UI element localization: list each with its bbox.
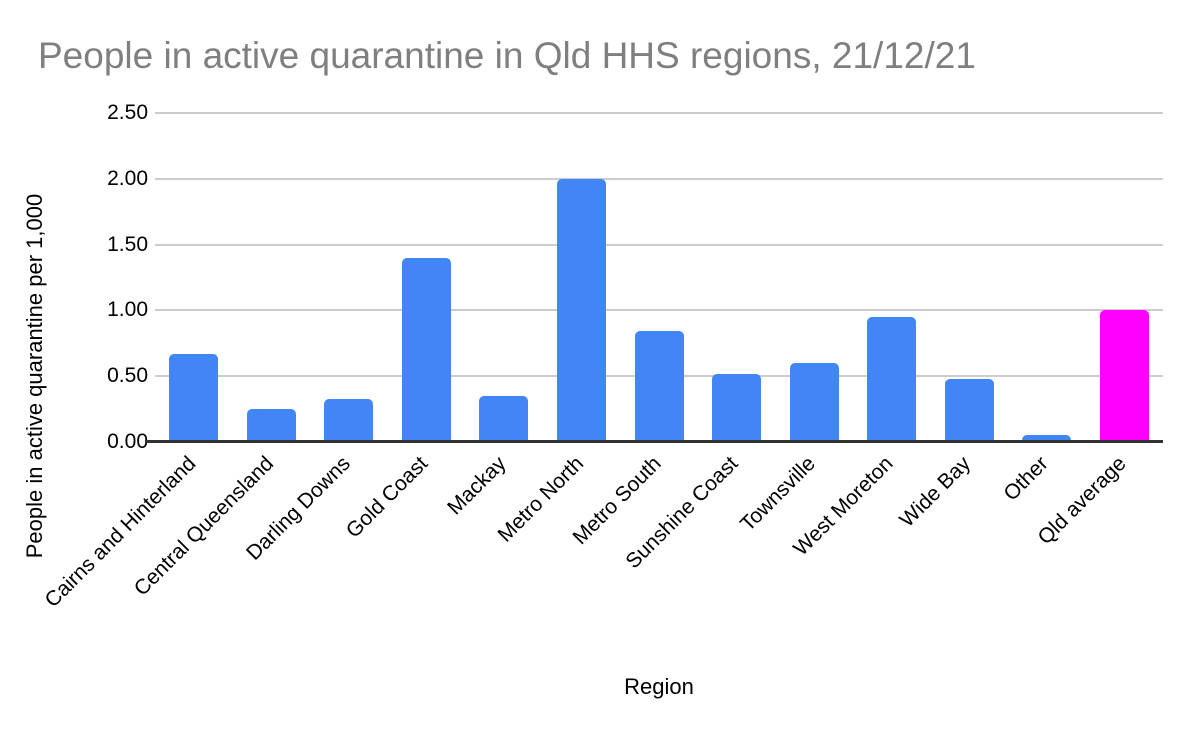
bar-sunshine-coast[interactable] [712, 373, 762, 442]
y-tick-label-0.00: 0.00 [107, 430, 148, 453]
bar-wide-bay[interactable] [944, 378, 994, 442]
y-tick-label-2.00: 2.00 [107, 166, 148, 190]
x-axis-line [145, 440, 1163, 443]
bar-gold-coast[interactable] [401, 257, 451, 442]
chart-title: People in active quarantine in Qld HHS r… [38, 35, 976, 76]
bar-central-queensland[interactable] [246, 409, 296, 442]
bar-qld-average[interactable] [1099, 310, 1149, 442]
x-category-label-other: Other [999, 452, 1053, 506]
bar-metro-south[interactable] [634, 331, 684, 442]
plot-area [145, 112, 1163, 443]
bar-metro-north[interactable] [556, 178, 606, 442]
bar-cairns-and-hinterland[interactable] [169, 353, 219, 442]
gridline-1.00 [155, 309, 1163, 312]
x-category-label-mackay: Mackay [442, 452, 511, 520]
gridline-2.00 [155, 177, 1163, 180]
bar-other[interactable] [1022, 435, 1072, 442]
x-category-label-central-queensland: Central Queensland [129, 452, 278, 601]
y-tick-label-1.00: 1.00 [107, 298, 148, 322]
y-tick-label-0.50: 0.50 [107, 364, 148, 388]
bar-darling-downs[interactable] [324, 398, 374, 442]
x-category-label-gold-coast: Gold Coast [342, 452, 433, 543]
x-category-label-cairns-and-hinterland: Cairns and Hinterland [40, 452, 201, 612]
y-axis-title: People in active quarantine per 1,000 [22, 193, 47, 559]
bar-mackay[interactable] [479, 395, 529, 442]
y-tick-label-1.50: 1.50 [107, 232, 148, 256]
bar-townsville[interactable] [789, 363, 839, 442]
x-axis-title: Region [624, 674, 694, 699]
y-tick-label-2.50: 2.50 [107, 101, 148, 124]
gridline-2.50 [155, 112, 1163, 114]
x-category-label-wide-bay: Wide Bay [895, 452, 976, 532]
bar-west-moreton[interactable] [867, 316, 917, 442]
gridline-1.50 [155, 243, 1163, 246]
